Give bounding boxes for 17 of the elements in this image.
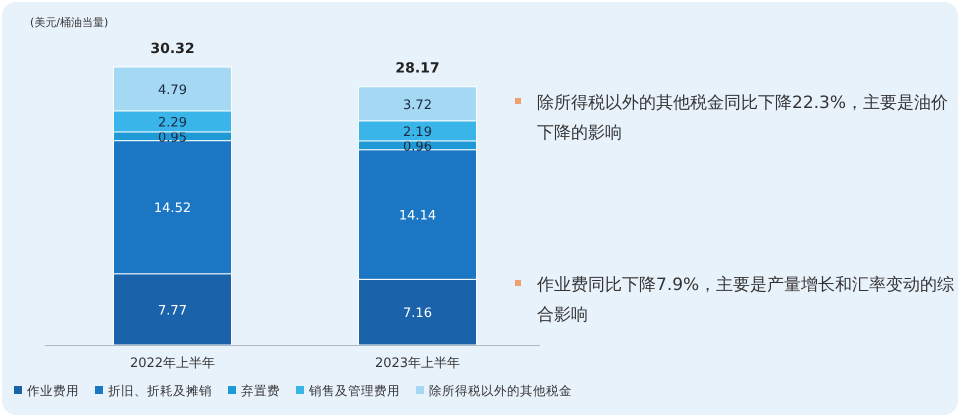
total-label: 28.17	[395, 60, 440, 77]
data-label: 4.79	[158, 82, 187, 98]
legend-label: 弃置费	[241, 383, 280, 398]
data-label: 14.14	[398, 208, 436, 224]
data-label: 2.19	[403, 124, 432, 140]
x-tick-label: 2023年上半年	[374, 356, 460, 371]
legend-label: 作业费用	[26, 383, 79, 398]
y-axis-title: (美元/桶油当量)	[30, 16, 108, 29]
data-label: 7.77	[158, 303, 187, 318]
annotation: 作业费同比下降7.9%，主要是产量增长和汇率变动的综合影响	[537, 274, 956, 327]
data-label: 14.52	[154, 201, 192, 216]
data-label: 2.29	[158, 115, 187, 130]
data-label: 3.72	[403, 98, 432, 113]
data-label: 7.16	[403, 306, 432, 322]
annotation: 除所得税以外的其他税金同比下降22.3%，主要是油价下降的影响	[537, 92, 950, 145]
total-label: 30.32	[150, 41, 195, 57]
x-tick-label: 2022年上半年	[130, 356, 216, 371]
